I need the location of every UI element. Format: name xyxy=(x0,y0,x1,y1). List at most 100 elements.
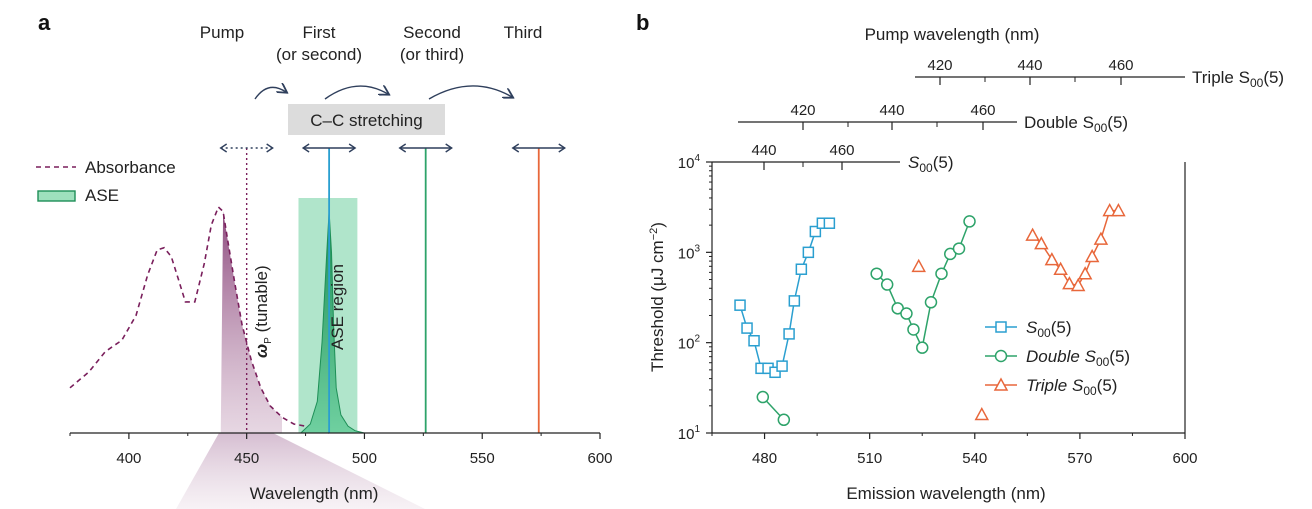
transition-arrow-3 xyxy=(428,85,512,100)
triple-axis-label-suffix: (5) xyxy=(1263,68,1284,87)
panel-a-x-tick-label: 400 xyxy=(116,450,141,467)
data-point-circle xyxy=(870,267,883,280)
data-point-circle xyxy=(952,242,966,255)
legend-ase-label: ASE xyxy=(85,186,119,205)
data-point-circle xyxy=(944,247,957,261)
data-point-triangle xyxy=(1025,227,1040,241)
first-double-arrow-left-head xyxy=(301,143,310,153)
legend-label-main: Triple S xyxy=(1026,376,1084,395)
second-header: Second xyxy=(403,23,461,42)
data-point-circle xyxy=(907,323,920,336)
panel-a-letter: a xyxy=(38,10,51,35)
data-point-square xyxy=(734,299,746,311)
y-tick-base: 10 xyxy=(678,426,695,443)
triple-pump-ticks: 420 440 460 xyxy=(927,57,1134,85)
panel-b-y-tick-label: 101 xyxy=(678,424,701,443)
data-point-square xyxy=(802,246,815,259)
legend-label-suffix: (5) xyxy=(1051,318,1072,337)
data-point-square xyxy=(741,322,753,334)
y-tick-base: 10 xyxy=(678,336,695,353)
panel-b-x-tick-label: 480 xyxy=(752,450,777,467)
second-double-arrow-right-head xyxy=(445,143,453,153)
transition-arrow-2 xyxy=(324,86,388,100)
double-pump-ticks: 420 440 460 xyxy=(790,102,996,130)
y-tick-exponent: 2 xyxy=(694,334,700,345)
panel-a-x-label: Wavelength (nm) xyxy=(250,484,379,503)
pump-tick-label: 460 xyxy=(829,142,854,159)
pump-double-arrow-right-head xyxy=(266,143,274,153)
panel-b-letter: b xyxy=(636,10,649,35)
cc-stretching-label: C–C stretching xyxy=(310,111,422,130)
legend-marker-square xyxy=(995,321,1007,333)
data-point-circle xyxy=(924,296,938,309)
data-point-square xyxy=(809,225,822,238)
second-header-sub: (or third) xyxy=(400,45,464,64)
y-tick-exponent: 4 xyxy=(694,153,700,164)
panel-a-x-tick-label: 500 xyxy=(352,450,377,467)
panel-a-x-tick-label: 550 xyxy=(470,450,495,467)
data-point-triangle xyxy=(1044,252,1060,266)
pump-tick-label: 460 xyxy=(970,102,995,119)
omega-subscript: P xyxy=(263,337,274,344)
data-point-triangle xyxy=(911,258,926,273)
single-axis-label-suffix: (5) xyxy=(933,153,954,172)
data-point-square xyxy=(823,217,836,229)
first-header-sub: (or second) xyxy=(276,45,362,64)
single-pump-axis-label: S00(5) xyxy=(908,153,953,175)
y-tick-base: 10 xyxy=(678,245,695,262)
transition-arrow-1 xyxy=(254,87,286,100)
panel-b-y-tick-label: 104 xyxy=(678,153,701,172)
series-1 xyxy=(870,215,976,354)
first-double-arrow-right-head xyxy=(348,143,357,153)
series-3 xyxy=(1025,202,1126,292)
legend-label-sub: 00 xyxy=(1096,355,1110,369)
panel-a-x-ticks: 400 450 500 550 600 xyxy=(69,433,613,467)
y-tick-exponent: 1 xyxy=(694,424,700,435)
pump-tick-label: 440 xyxy=(879,102,904,119)
panel-b-legend: S00(5)Double S00(5)Triple S00(5) xyxy=(985,318,1130,398)
pump-fill-region xyxy=(220,211,282,433)
y-label-sup: −2 xyxy=(648,228,660,241)
panel-b-x-label: Emission wavelength (nm) xyxy=(846,484,1045,503)
triple-axis-label-sub: 00 xyxy=(1250,76,1264,90)
data-point-square xyxy=(776,360,788,372)
first-header: First xyxy=(302,23,335,42)
data-point-triangle xyxy=(1070,277,1086,292)
panel-b-x-tick-label: 510 xyxy=(857,450,882,467)
second-double-arrow-left-head xyxy=(398,143,407,153)
single-axis-label-main: S xyxy=(908,153,920,172)
panel-b: b Pump wavelength (nm) 420 440 460 Triple … xyxy=(636,10,1284,503)
double-pump-axis-label: Double S00(5) xyxy=(1024,113,1128,135)
data-point-triangle xyxy=(1111,202,1126,217)
absorbance-curve xyxy=(69,205,330,434)
legend-ase-swatch xyxy=(37,190,76,202)
data-point-circle xyxy=(935,267,948,280)
panel-b-plot xyxy=(734,202,1126,427)
panel-b-x-tick-label: 570 xyxy=(1067,450,1092,467)
legend-label-main: S xyxy=(1026,318,1038,337)
data-point-square xyxy=(783,328,795,340)
single-axis-label-sub: 00 xyxy=(919,161,933,175)
omega-suffix: (tunable) xyxy=(252,265,271,337)
legend-label: Double S00(5) xyxy=(1026,347,1130,369)
third-double-arrow-left-head xyxy=(511,143,520,153)
data-point-triangle xyxy=(1077,266,1093,280)
pump-magnifier-cone xyxy=(176,433,425,509)
omega-p-label: ωP (tunable) xyxy=(252,265,274,358)
data-point-triangle xyxy=(1084,248,1100,263)
panel-a-x-tick-label: 450 xyxy=(234,450,259,467)
pump-tick-label: 440 xyxy=(751,142,776,159)
legend-marker-triangle xyxy=(993,377,1009,391)
triple-pump-axis-label: Triple S00(5) xyxy=(1192,68,1284,90)
single-pump-ticks: 440 460 xyxy=(751,142,855,170)
legend-absorbance-label: Absorbance xyxy=(85,158,176,177)
panel-b-x-tick-label: 540 xyxy=(962,450,987,467)
data-point-triangle xyxy=(1062,276,1077,290)
data-point-circle xyxy=(900,307,913,320)
data-point-square xyxy=(795,263,808,275)
pump-tick-label: 420 xyxy=(790,102,815,119)
panel-b-x-tick-label: 600 xyxy=(1172,450,1197,467)
cc-stretching-box xyxy=(288,104,445,135)
legend-label-sub: 00 xyxy=(1083,384,1097,398)
